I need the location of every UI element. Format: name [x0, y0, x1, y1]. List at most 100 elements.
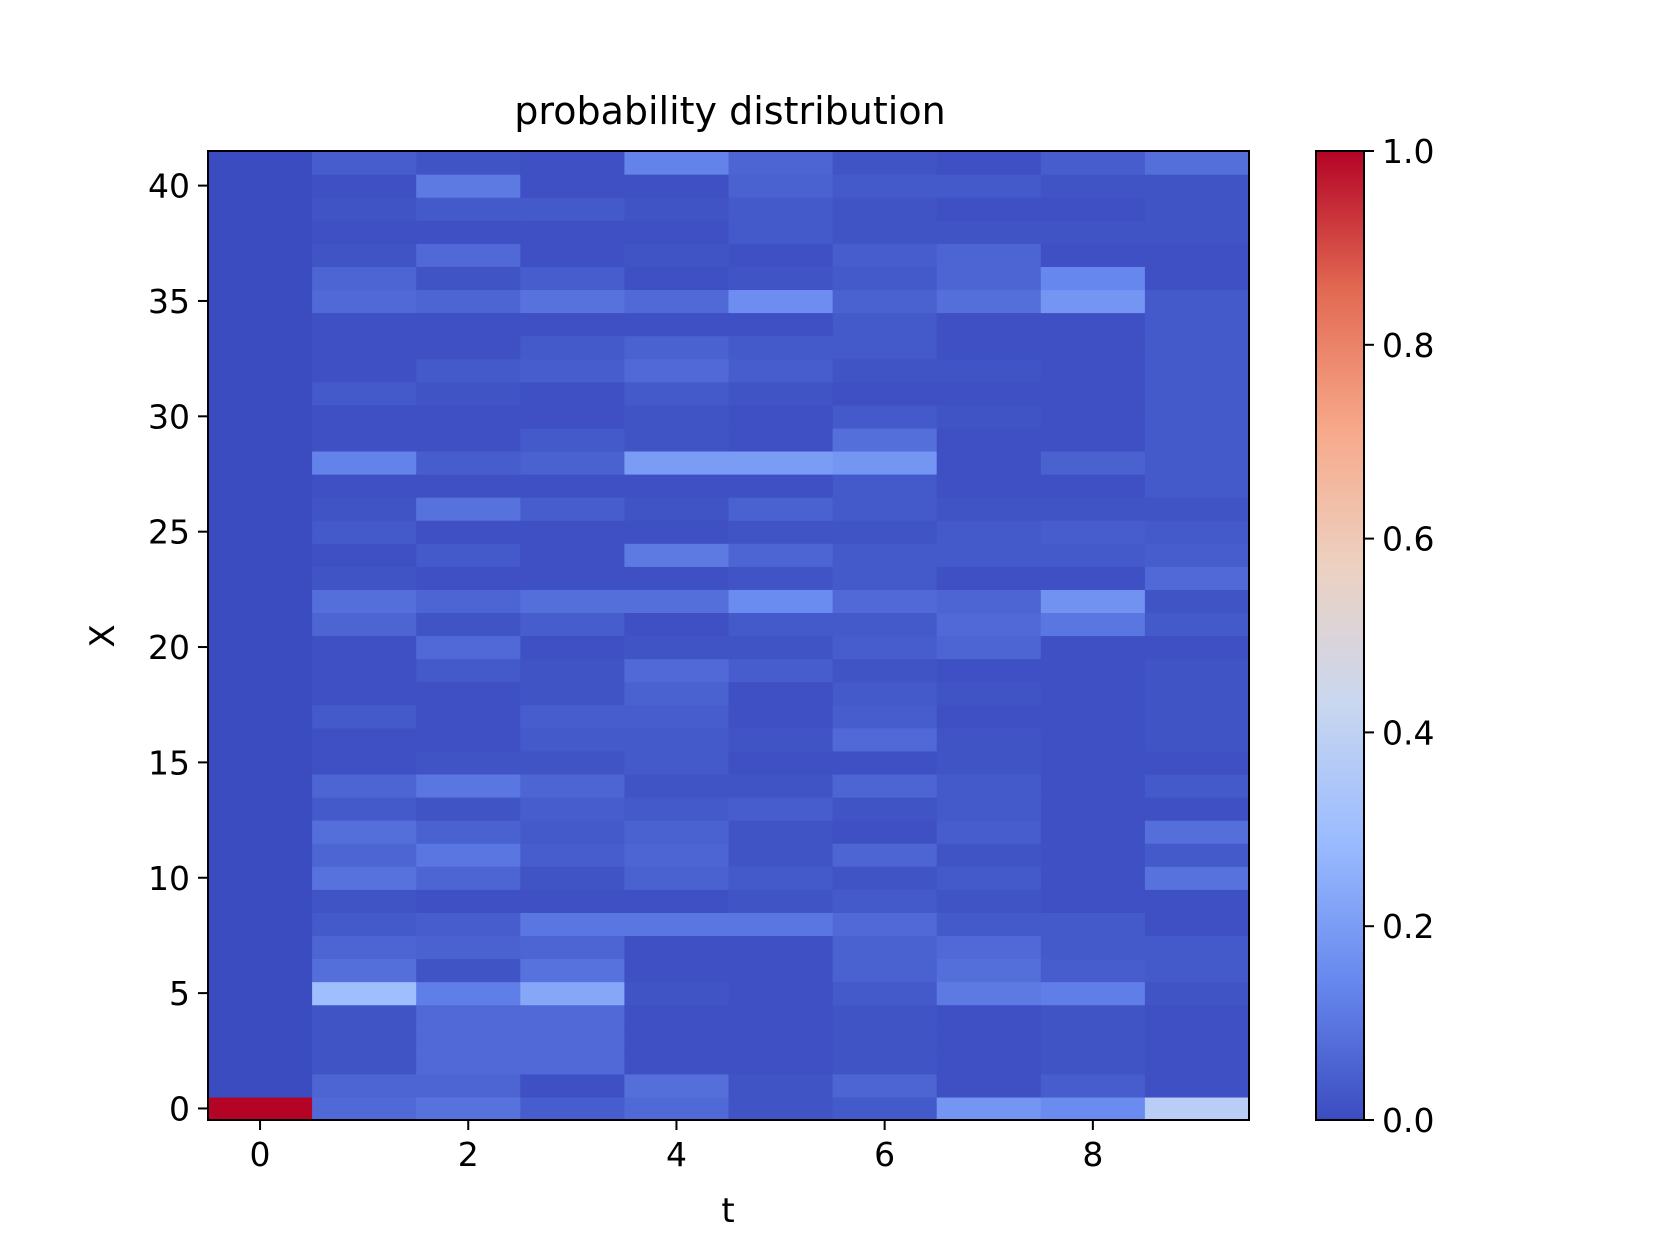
heatmap-cell	[624, 1073, 730, 1098]
colorbar-tick-label: 0.0	[1382, 1101, 1434, 1140]
heatmap-cell	[416, 289, 521, 314]
heatmap-cell	[312, 958, 417, 983]
heatmap-cell	[1144, 404, 1250, 429]
heatmap-cell	[624, 866, 730, 890]
heatmap-cell	[312, 220, 417, 244]
heatmap-cell	[936, 497, 1042, 521]
heatmap-cell	[728, 889, 834, 913]
colorbar-ticks: 0.0 0.2 0.4 0.6 0.8 1.0	[1364, 132, 1434, 1140]
heatmap-cell	[936, 151, 1042, 175]
heatmap-cell	[624, 1027, 730, 1052]
heatmap-cell	[1144, 589, 1250, 614]
heatmap-cell	[416, 750, 521, 775]
heatmap-cell	[832, 381, 938, 406]
heatmap-cell	[832, 612, 938, 637]
heatmap-cell	[624, 266, 730, 291]
heatmap-cell	[832, 704, 938, 729]
heatmap-cell	[1144, 474, 1250, 498]
heatmap-cell	[832, 566, 938, 590]
heatmap-cell	[936, 866, 1042, 890]
heatmap-cell	[728, 750, 834, 775]
heatmap-cell	[520, 981, 625, 1006]
heatmap-cell	[520, 1004, 625, 1029]
heatmap-cell	[312, 612, 417, 637]
heatmap-cell	[312, 935, 417, 960]
heatmap-cell	[832, 474, 938, 498]
heatmap-cell	[624, 358, 730, 383]
heatmap-cell	[416, 681, 521, 706]
heatmap-cell	[936, 612, 1042, 637]
heatmap-cell	[936, 704, 1042, 729]
heatmap-cell	[416, 474, 521, 498]
heatmap-cell	[728, 404, 834, 429]
heatmap-cell	[728, 335, 834, 360]
heatmap-cell	[416, 220, 521, 244]
heatmap-cell	[624, 381, 730, 406]
heatmap-cell	[728, 381, 834, 406]
heatmap-cell	[416, 358, 521, 383]
heatmap-cell	[832, 843, 938, 867]
heatmap-cell	[624, 312, 730, 337]
heatmap-cell	[936, 889, 1042, 913]
colorbar-tick-label: 0.8	[1382, 326, 1434, 365]
heatmap-cell	[1144, 773, 1250, 798]
heatmap-cell	[624, 750, 730, 775]
heatmap-cell	[520, 1073, 625, 1098]
heatmap-cell	[520, 889, 625, 913]
heatmap-cell	[936, 266, 1042, 291]
heatmap-cell	[1144, 335, 1250, 360]
heatmap-cell	[936, 220, 1042, 244]
heatmap-cell	[1040, 1050, 1146, 1075]
heatmap-cell	[416, 866, 521, 890]
heatmap-cell	[416, 1096, 521, 1121]
heatmap-cell	[520, 843, 625, 867]
heatmap-cell	[208, 312, 313, 337]
heatmap-cell	[832, 520, 938, 544]
heatmap-cell	[728, 197, 834, 221]
heatmap-cell	[832, 427, 938, 452]
heatmap-cell	[416, 935, 521, 960]
heatmap-cell	[520, 404, 625, 429]
heatmap-cell	[416, 589, 521, 614]
heatmap-cell	[624, 658, 730, 683]
heatmap-cell	[624, 1050, 730, 1075]
heatmap-cell	[416, 612, 521, 637]
heatmap-cell	[1144, 981, 1250, 1006]
heatmap-cell	[728, 358, 834, 383]
heatmap-cell	[520, 197, 625, 221]
heatmap-cell	[624, 1004, 730, 1029]
heatmap-cell	[208, 820, 313, 844]
heatmap-cell	[1144, 243, 1250, 267]
heatmap-cell	[416, 889, 521, 913]
heatmap-cell	[936, 335, 1042, 360]
heatmap-cell	[416, 797, 521, 821]
heatmap-cell	[1144, 843, 1250, 867]
heatmap-cell	[416, 912, 521, 937]
heatmap-cell	[312, 797, 417, 821]
heatmap-cell	[1040, 266, 1146, 291]
heatmap-cell	[832, 497, 938, 521]
heatmap-cell	[520, 566, 625, 590]
heatmap-cell	[520, 1096, 625, 1121]
heatmap-cell	[520, 358, 625, 383]
heatmap-cell	[208, 1004, 313, 1029]
heatmap-cell	[520, 220, 625, 244]
heatmap-cell	[936, 797, 1042, 821]
heatmap-cell	[312, 312, 417, 337]
heatmap-cell	[624, 174, 730, 198]
heatmap-cell	[728, 266, 834, 291]
y-tick-label: 10	[148, 859, 190, 898]
heatmap-cell	[208, 289, 313, 314]
heatmap-cell	[1040, 404, 1146, 429]
heatmap-cell	[728, 935, 834, 960]
heatmap-cell	[312, 1073, 417, 1098]
heatmap-cell	[1144, 450, 1250, 475]
heatmap-cell	[520, 497, 625, 521]
heatmap-cell	[1144, 612, 1250, 637]
heatmap-cell	[936, 1096, 1042, 1121]
heatmap-cell	[1144, 197, 1250, 221]
heatmap-cell	[832, 681, 938, 706]
heatmap-cell	[416, 1004, 521, 1029]
heatmap-cell	[312, 174, 417, 198]
